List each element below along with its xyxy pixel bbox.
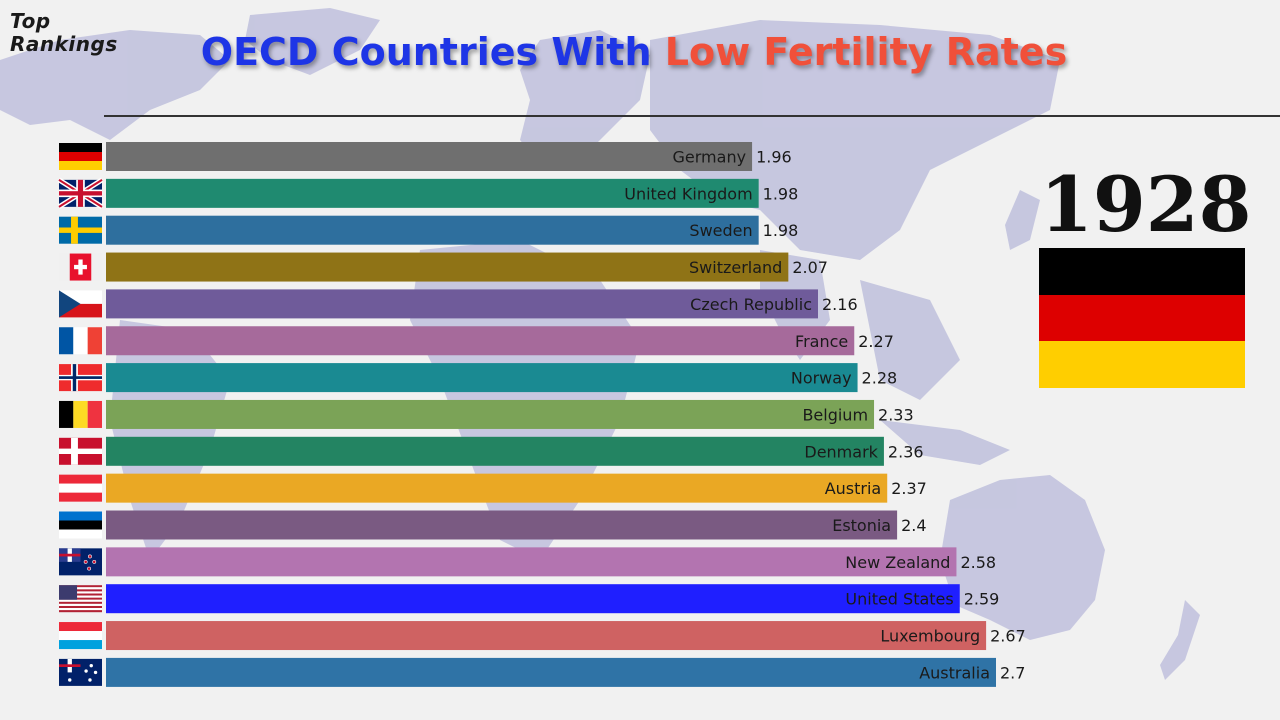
year-label: 1928 [1040,160,1252,249]
flag-germany-icon [59,143,102,170]
value-label-new-zealand: 2.58 [960,553,996,572]
flag-denmark-icon [59,437,102,465]
bar-united-kingdom [106,178,759,208]
map-landmass-europe [520,30,650,170]
value-label-austria: 2.37 [891,479,927,498]
bar-australia [106,657,996,687]
value-label-united-states: 2.59 [964,590,1000,609]
value-label-united-kingdom: 1.98 [763,184,799,203]
map-landmass-japan [1005,190,1040,250]
bar-label-austria: Austria [825,479,882,498]
chart-title-part-2: Low Fertility Rates [664,30,1068,74]
bar-united-states [106,584,960,614]
leader-flag-stripe-2 [1039,294,1245,342]
value-label-luxembourg: 2.67 [990,627,1026,646]
bar-new-zealand [106,547,957,577]
flag-estonia-icon [59,511,102,539]
bar-denmark [106,436,884,466]
bar-label-united-states: United States [845,590,953,609]
bar-austria [106,473,888,503]
value-label-denmark: 2.36 [888,442,924,461]
value-label-germany: 1.96 [756,148,792,167]
map-landmass-australia [940,475,1105,640]
bar-label-estonia: Estonia [832,516,891,535]
flag-australia-icon [59,658,102,686]
value-label-australia: 2.7 [1000,663,1025,682]
bar-sweden [106,215,759,245]
value-label-norway: 2.28 [862,369,898,388]
map-landmass-north-america [0,30,230,140]
value-label-estonia: 2.4 [901,516,926,535]
bar-belgium [106,399,875,429]
bar-label-sweden: Sweden [689,221,752,240]
bar-label-australia: Australia [919,663,990,682]
bar-label-switzerland: Switzerland [689,258,782,277]
flag-luxembourg-icon [59,622,102,650]
leader-flag-stripe-1 [1039,248,1245,295]
brand-line-1: Top [10,9,51,33]
bar-label-germany: Germany [673,148,747,167]
bar-germany [106,142,753,171]
flag-united-states-icon [59,585,102,613]
bar-luxembourg [106,621,987,651]
bar-estonia [106,510,898,540]
chart-title: OECD Countries With Low Fertility Rates [0,30,1268,74]
bar-label-luxembourg: Luxembourg [880,627,980,646]
value-label-belgium: 2.33 [878,405,914,424]
top-rule-divider [104,115,1280,117]
flag-new-zealand-icon [59,548,102,576]
flag-sweden-icon [59,216,102,244]
map-landmass-south-asia [760,250,960,400]
map-landmass-new-zealand [1160,600,1200,680]
bar-norway [106,363,858,393]
leader-flag-stripe-3 [1039,341,1245,389]
bar-label-belgium: Belgium [802,405,868,424]
value-label-czech-republic: 2.16 [822,295,858,314]
chart-title-part-1: OECD Countries With [200,30,665,74]
bar-label-czech-republic: Czech Republic [690,295,812,314]
bar-switzerland [106,252,789,282]
flag-czech-republic-icon [59,290,102,318]
value-label-sweden: 1.98 [763,221,799,240]
bar-label-norway: Norway [791,369,852,388]
map-landmass-greenland [245,8,380,75]
bar-label-denmark: Denmark [804,442,878,461]
flag-france-icon [59,327,102,355]
leader-flag-germany-icon [1039,248,1245,389]
flag-norway-icon [59,364,102,392]
bar-label-new-zealand: New Zealand [845,553,950,572]
value-label-france: 2.27 [858,332,894,351]
bar-label-france: France [795,332,848,351]
bar-czech-republic [106,289,818,319]
value-label-switzerland: 2.07 [792,258,828,277]
bar-france [106,326,855,356]
flag-united-kingdom-icon [57,177,104,209]
flag-austria-icon [59,474,102,502]
map-landmass-indonesia [880,420,1010,465]
brand-logo: Top Rankings [10,10,118,56]
flag-belgium-icon [59,400,102,428]
brand-line-2: Rankings [10,32,118,56]
flag-switzerland-icon [59,253,102,281]
bar-label-united-kingdom: United Kingdom [624,184,752,203]
